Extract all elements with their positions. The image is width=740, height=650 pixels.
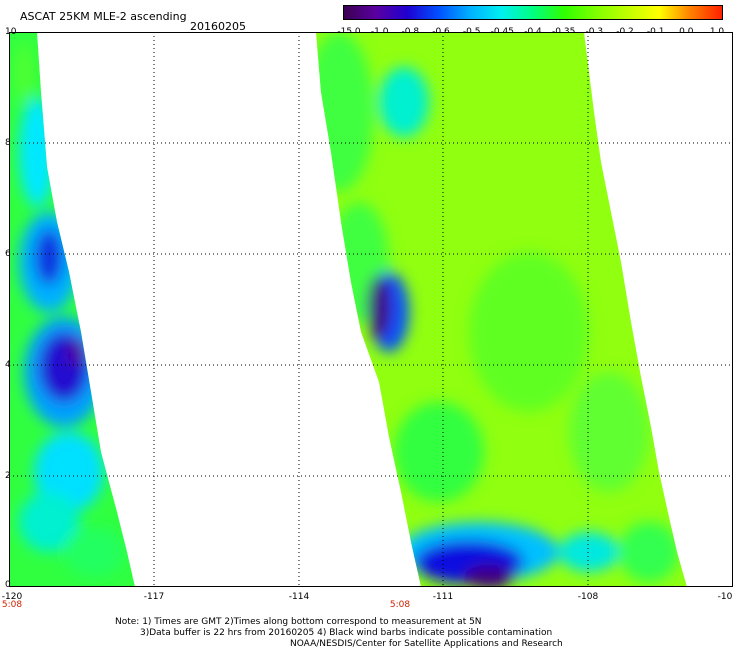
y-tick-label: 6: [5, 249, 11, 259]
x-tick-label: -120: [1, 592, 23, 602]
swath-map: [9, 32, 733, 587]
colorbar: [343, 5, 723, 20]
pass-time-left: 5:08: [1, 600, 23, 610]
x-tick-label: -108: [577, 592, 599, 602]
y-tick-label: 4: [5, 360, 11, 370]
grid-lines: [9, 32, 733, 587]
right-swath: [316, 32, 687, 587]
y-tick-label: 2: [5, 471, 11, 481]
map-title: ASCAT 25KM MLE-2 ascending: [20, 10, 187, 23]
left-swath: [9, 32, 135, 587]
y-tick-label: 8: [5, 138, 11, 148]
y-tick-label: 10: [5, 27, 17, 37]
map-plot-area: [9, 32, 733, 587]
note-line-3: NOAA/NESDIS/Center for Satellite Applica…: [290, 639, 563, 649]
x-tick-label: -117: [143, 592, 165, 602]
map-date: 20160205: [190, 20, 246, 33]
x-tick-label: -114: [288, 592, 310, 602]
note-line-1: Note: 1) Times are GMT 2)Times along bot…: [115, 617, 482, 627]
x-tick-label: -111: [432, 592, 454, 602]
y-tick-label: 0: [5, 580, 11, 590]
x-tick-label: -10: [717, 592, 733, 602]
note-line-2: 3)Data buffer is 22 hrs from 20160205 4)…: [140, 628, 553, 638]
pass-time-right: 5:08: [389, 600, 411, 610]
